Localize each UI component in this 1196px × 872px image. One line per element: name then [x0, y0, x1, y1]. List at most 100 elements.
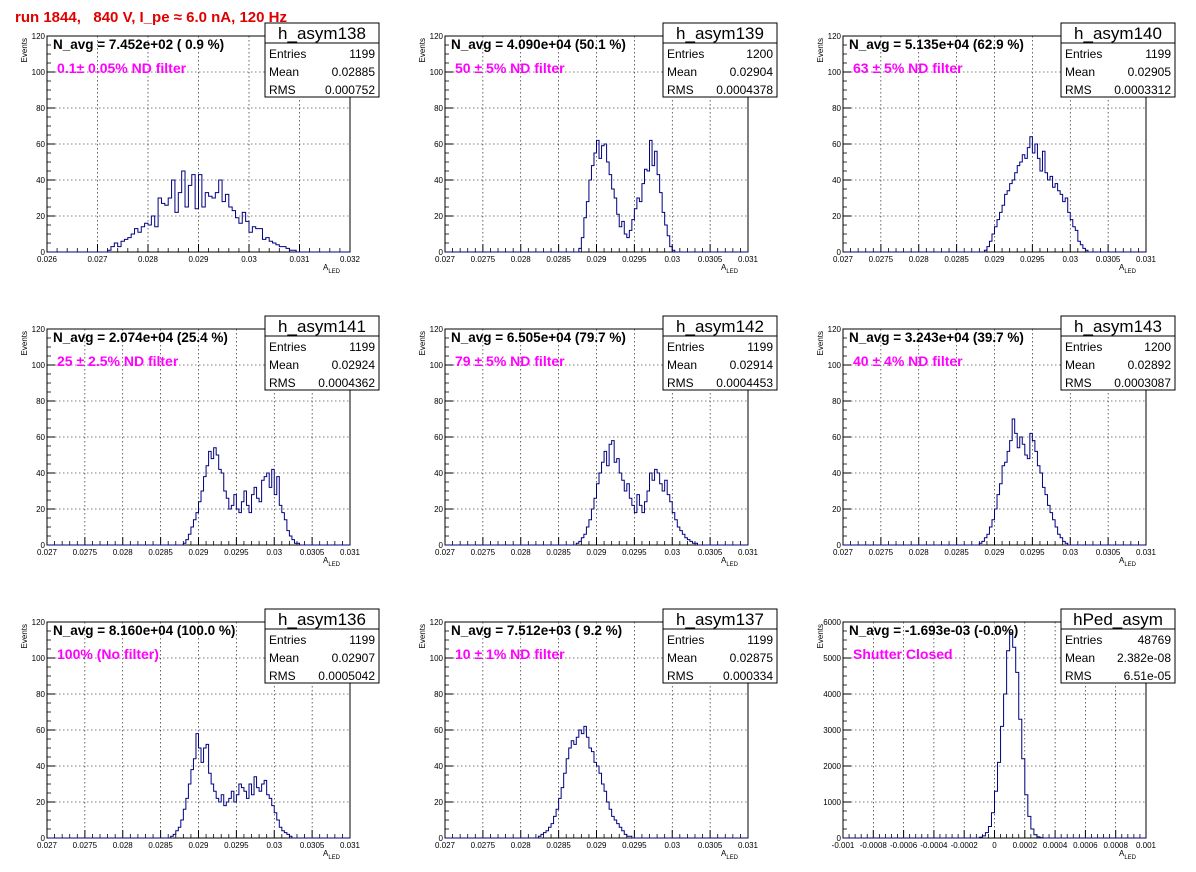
- y-tick-label: 60: [36, 140, 45, 149]
- y-tick-label: 0: [837, 541, 842, 550]
- x-tick-label: 0.031: [340, 841, 361, 850]
- navg-label: N_avg = 8.160e+04 (100.0 %): [53, 623, 235, 638]
- x-tick-label: 0.0295: [622, 841, 647, 850]
- stat-value: 0.02905: [1128, 65, 1172, 79]
- y-tick-label: 60: [36, 726, 45, 735]
- stat-label: Mean: [667, 651, 697, 665]
- y-axis-title: Events: [20, 331, 29, 355]
- stats-box: [662, 22, 778, 98]
- y-tick-label: 2000: [823, 762, 841, 771]
- filter-label: 100% (No filter): [57, 646, 159, 662]
- stat-value: 0.000334: [723, 669, 773, 683]
- navg-label: N_avg = 2.074e+04 (25.4 %): [53, 330, 228, 345]
- x-tick-label: 0.0305: [698, 548, 723, 557]
- y-tick-label: 100: [32, 68, 46, 77]
- y-tick-label: 120: [32, 618, 46, 627]
- x-tick-label: 0.027: [435, 255, 456, 264]
- histogram-line: [843, 418, 1146, 546]
- x-tick-label: 0.0275: [471, 255, 496, 264]
- y-tick-label: 100: [32, 654, 46, 663]
- x-tick-label: 0.0295: [224, 548, 249, 557]
- stat-value: 48769: [1138, 633, 1172, 647]
- y-tick-label: 100: [430, 654, 444, 663]
- stats-box: [662, 315, 778, 391]
- x-tick-label: 0.0305: [698, 255, 723, 264]
- stat-label: Mean: [667, 358, 697, 372]
- y-tick-label: 120: [828, 325, 842, 334]
- x-axis-title: ALED: [721, 849, 739, 861]
- navg-label: N_avg = 5.135e+04 (62.9 %): [849, 37, 1024, 52]
- stat-value: 0.0004453: [716, 376, 773, 390]
- x-tick-label: 0.03: [664, 841, 680, 850]
- x-tick-label: 0.0006: [1073, 841, 1098, 850]
- x-tick-label: 0.0305: [300, 841, 325, 850]
- stat-label: Entries: [1065, 47, 1102, 61]
- y-tick-label: 20: [434, 798, 443, 807]
- histogram-panel-h_asym142: 0 20 40 60 80 100 120 0.027 0.0275 0.028 0.0285 0.0…: [418, 315, 778, 568]
- x-tick-label: 0.0285: [148, 548, 173, 557]
- x-tick-label: 0.03: [1062, 255, 1078, 264]
- x-tick-label: 0.0305: [1096, 548, 1121, 557]
- y-tick-label: 5000: [823, 654, 841, 663]
- stat-value: 0.0004378: [716, 83, 773, 97]
- y-tick-label: 40: [832, 469, 841, 478]
- y-tick-label: 100: [430, 68, 444, 77]
- stat-label: Entries: [269, 340, 306, 354]
- histogram-name: h_asym137: [676, 610, 764, 629]
- stats-box: [264, 22, 380, 98]
- navg-label: N_avg = 6.505e+04 (79.7 %): [451, 330, 626, 345]
- x-tick-label: 0.029: [586, 255, 607, 264]
- histogram-name: h_asym143: [1074, 317, 1162, 336]
- stat-value: 0.02904: [730, 65, 774, 79]
- stats-box: [1060, 608, 1176, 684]
- x-tick-label: 0.026: [37, 255, 58, 264]
- y-tick-label: 3000: [823, 726, 841, 735]
- navg-label: N_avg = -1.693e-03 (-0.0%): [849, 623, 1018, 638]
- histogram-line: [445, 440, 748, 546]
- y-tick-label: 0: [837, 248, 842, 257]
- stat-value: 0.02885: [332, 65, 376, 79]
- x-tick-label: 0.029: [984, 548, 1005, 557]
- stat-label: Entries: [1065, 340, 1102, 354]
- x-tick-label: 0.028: [511, 255, 532, 264]
- stat-value: 0.02907: [332, 651, 376, 665]
- stat-label: Entries: [269, 633, 306, 647]
- filter-label: Shutter Closed: [853, 646, 953, 662]
- y-axis-title: Events: [816, 624, 825, 648]
- stat-label: Mean: [269, 651, 299, 665]
- x-tick-label: 0.029: [188, 548, 209, 557]
- histogram-panel-h_asym141: 0 20 40 60 80 100 120 0.027 0.0275 0.028 0.0285 0.0…: [20, 315, 380, 568]
- y-axis-title: Events: [816, 38, 825, 62]
- x-tick-label: 0.028: [113, 548, 134, 557]
- y-tick-label: 40: [434, 469, 443, 478]
- histogram-line: [843, 632, 1146, 839]
- x-tick-label: 0.031: [1136, 255, 1157, 264]
- x-tick-label: 0.031: [738, 255, 759, 264]
- y-tick-label: 20: [434, 212, 443, 221]
- stat-value: 0.02914: [730, 358, 774, 372]
- x-tick-label: 0.0285: [944, 255, 969, 264]
- histogram-name: h_asym138: [278, 24, 366, 43]
- x-tick-label: 0.0305: [698, 841, 723, 850]
- stat-value: 0.02892: [1128, 358, 1172, 372]
- y-tick-label: 1000: [823, 798, 841, 807]
- y-tick-label: 20: [36, 212, 45, 221]
- x-tick-label: 0.0295: [622, 255, 647, 264]
- y-tick-label: 100: [828, 68, 842, 77]
- y-tick-label: 40: [832, 176, 841, 185]
- filter-label: 79 ± 5% ND filter: [455, 353, 565, 369]
- stat-label: RMS: [667, 83, 694, 97]
- y-tick-label: 80: [832, 397, 841, 406]
- x-tick-label: 0.027: [37, 841, 58, 850]
- y-tick-label: 60: [434, 140, 443, 149]
- x-tick-label: 0.0295: [622, 548, 647, 557]
- stat-label: Entries: [269, 47, 306, 61]
- stat-label: RMS: [1065, 669, 1092, 683]
- filter-label: 10 ± 1% ND filter: [455, 646, 565, 662]
- y-tick-label: 0: [439, 834, 444, 843]
- stats-box: [264, 315, 380, 391]
- y-tick-label: 60: [434, 433, 443, 442]
- histogram-line: [445, 139, 748, 253]
- x-tick-label: 0.027: [833, 548, 854, 557]
- histogram-name: h_asym140: [1074, 24, 1162, 43]
